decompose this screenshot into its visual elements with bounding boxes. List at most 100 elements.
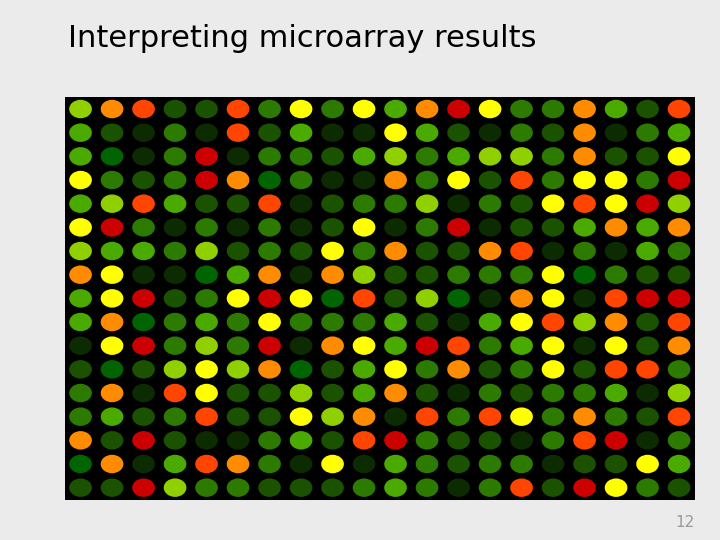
Ellipse shape (195, 242, 218, 260)
Ellipse shape (541, 218, 564, 237)
Ellipse shape (384, 289, 407, 308)
Ellipse shape (69, 360, 92, 379)
Ellipse shape (258, 313, 281, 331)
Ellipse shape (479, 218, 501, 237)
Ellipse shape (667, 147, 690, 166)
Ellipse shape (101, 194, 123, 213)
Ellipse shape (605, 266, 627, 284)
Ellipse shape (69, 171, 92, 189)
Ellipse shape (227, 360, 249, 379)
Ellipse shape (69, 218, 92, 237)
Ellipse shape (479, 455, 501, 473)
Ellipse shape (667, 171, 690, 189)
Ellipse shape (605, 384, 627, 402)
Ellipse shape (384, 266, 407, 284)
Ellipse shape (541, 242, 564, 260)
Ellipse shape (227, 336, 249, 355)
Ellipse shape (321, 313, 344, 331)
Ellipse shape (132, 194, 155, 213)
Ellipse shape (510, 147, 533, 166)
Ellipse shape (384, 431, 407, 450)
Ellipse shape (289, 384, 312, 402)
Ellipse shape (384, 100, 407, 118)
Ellipse shape (69, 336, 92, 355)
Ellipse shape (289, 194, 312, 213)
Ellipse shape (101, 242, 123, 260)
Ellipse shape (289, 124, 312, 142)
Ellipse shape (479, 336, 501, 355)
Ellipse shape (667, 100, 690, 118)
Ellipse shape (69, 455, 92, 473)
Ellipse shape (163, 455, 186, 473)
Ellipse shape (101, 313, 123, 331)
Ellipse shape (353, 431, 375, 450)
Ellipse shape (479, 408, 501, 426)
Ellipse shape (667, 266, 690, 284)
Ellipse shape (415, 408, 438, 426)
Ellipse shape (353, 384, 375, 402)
Ellipse shape (69, 478, 92, 497)
Ellipse shape (321, 478, 344, 497)
Ellipse shape (101, 124, 123, 142)
Ellipse shape (69, 124, 92, 142)
Ellipse shape (447, 266, 470, 284)
Ellipse shape (321, 360, 344, 379)
Ellipse shape (353, 242, 375, 260)
Ellipse shape (132, 171, 155, 189)
Ellipse shape (636, 266, 659, 284)
Ellipse shape (353, 218, 375, 237)
Ellipse shape (101, 218, 123, 237)
Ellipse shape (479, 360, 501, 379)
Ellipse shape (479, 194, 501, 213)
Ellipse shape (321, 147, 344, 166)
Ellipse shape (479, 266, 501, 284)
Ellipse shape (227, 266, 249, 284)
Ellipse shape (636, 455, 659, 473)
Ellipse shape (321, 124, 344, 142)
Ellipse shape (384, 313, 407, 331)
Ellipse shape (384, 242, 407, 260)
Ellipse shape (636, 194, 659, 213)
Ellipse shape (163, 194, 186, 213)
Ellipse shape (321, 100, 344, 118)
Ellipse shape (101, 384, 123, 402)
Ellipse shape (321, 408, 344, 426)
Ellipse shape (289, 431, 312, 450)
Ellipse shape (163, 242, 186, 260)
Ellipse shape (541, 313, 564, 331)
Ellipse shape (289, 478, 312, 497)
Ellipse shape (195, 218, 218, 237)
Ellipse shape (227, 313, 249, 331)
Ellipse shape (667, 455, 690, 473)
Ellipse shape (605, 336, 627, 355)
Ellipse shape (195, 171, 218, 189)
Ellipse shape (384, 455, 407, 473)
Ellipse shape (510, 360, 533, 379)
Ellipse shape (415, 384, 438, 402)
Ellipse shape (667, 313, 690, 331)
Ellipse shape (289, 289, 312, 308)
Ellipse shape (605, 313, 627, 331)
Ellipse shape (384, 408, 407, 426)
Ellipse shape (479, 242, 501, 260)
Ellipse shape (447, 194, 470, 213)
Ellipse shape (321, 266, 344, 284)
Ellipse shape (636, 360, 659, 379)
Ellipse shape (605, 360, 627, 379)
Ellipse shape (605, 218, 627, 237)
Ellipse shape (667, 124, 690, 142)
Ellipse shape (195, 408, 218, 426)
Ellipse shape (258, 242, 281, 260)
Ellipse shape (289, 455, 312, 473)
Ellipse shape (415, 455, 438, 473)
Ellipse shape (163, 266, 186, 284)
Ellipse shape (353, 194, 375, 213)
Ellipse shape (510, 289, 533, 308)
Ellipse shape (321, 336, 344, 355)
Ellipse shape (258, 455, 281, 473)
Ellipse shape (605, 100, 627, 118)
Ellipse shape (195, 124, 218, 142)
Ellipse shape (384, 218, 407, 237)
Ellipse shape (667, 384, 690, 402)
Bar (65, 97, 695, 500)
